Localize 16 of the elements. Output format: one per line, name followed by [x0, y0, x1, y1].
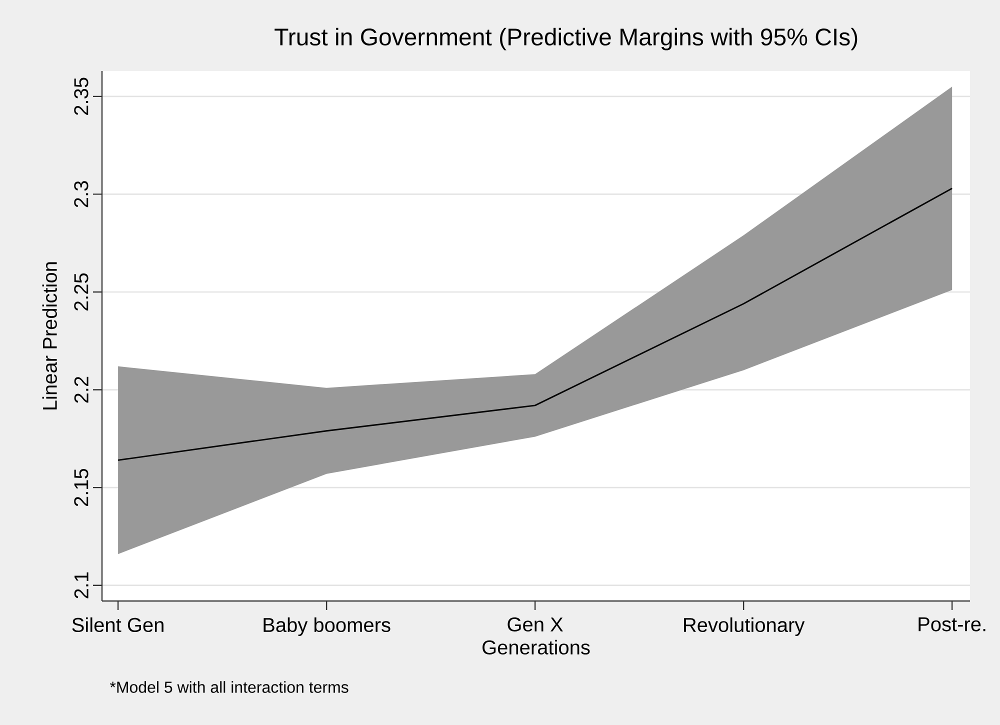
x-tick-label: Post-re.: [918, 617, 986, 632]
chart-title: Trust in Government (Predictive Margins with 95% CIs): [274, 28, 858, 50]
y-tick-label: 2.25: [74, 273, 88, 310]
x-tick-label: Baby boomers: [264, 617, 390, 636]
x-tick-label: Silent Gen: [72, 617, 164, 632]
y-tick-label: 2.3: [74, 181, 88, 208]
x-tick-label: Revolutionary: [684, 617, 805, 636]
y-tick-label: 2.2: [74, 376, 88, 403]
y-tick-label: 2.35: [74, 78, 88, 115]
line-series: [117, 188, 953, 461]
x-tick-label: Gen X: [508, 617, 563, 632]
y-axis-title: Linear Prediction: [42, 262, 57, 410]
text: *Model 5 with all interaction terms: [110, 681, 348, 693]
y-tick-label: 2.1: [74, 572, 88, 598]
x-axis-title: Generations: [482, 640, 590, 655]
y-tick-label: 2.15: [74, 468, 88, 506]
